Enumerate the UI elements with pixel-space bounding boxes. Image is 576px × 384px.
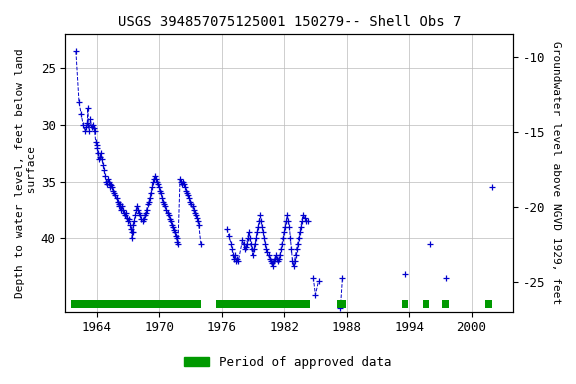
Legend: Period of approved data: Period of approved data (179, 351, 397, 374)
Bar (423, 300, 429, 308)
Bar (338, 300, 346, 308)
Bar (485, 300, 492, 308)
Bar (217, 300, 310, 308)
Bar (442, 300, 449, 308)
Bar (402, 300, 408, 308)
Bar (71, 300, 201, 308)
Title: USGS 394857075125001 150279-- Shell Obs 7: USGS 394857075125001 150279-- Shell Obs … (118, 15, 461, 29)
Y-axis label: Groundwater level above NGVD 1929, feet: Groundwater level above NGVD 1929, feet (551, 41, 561, 305)
Y-axis label: Depth to water level, feet below land
 surface: Depth to water level, feet below land su… (15, 48, 37, 298)
